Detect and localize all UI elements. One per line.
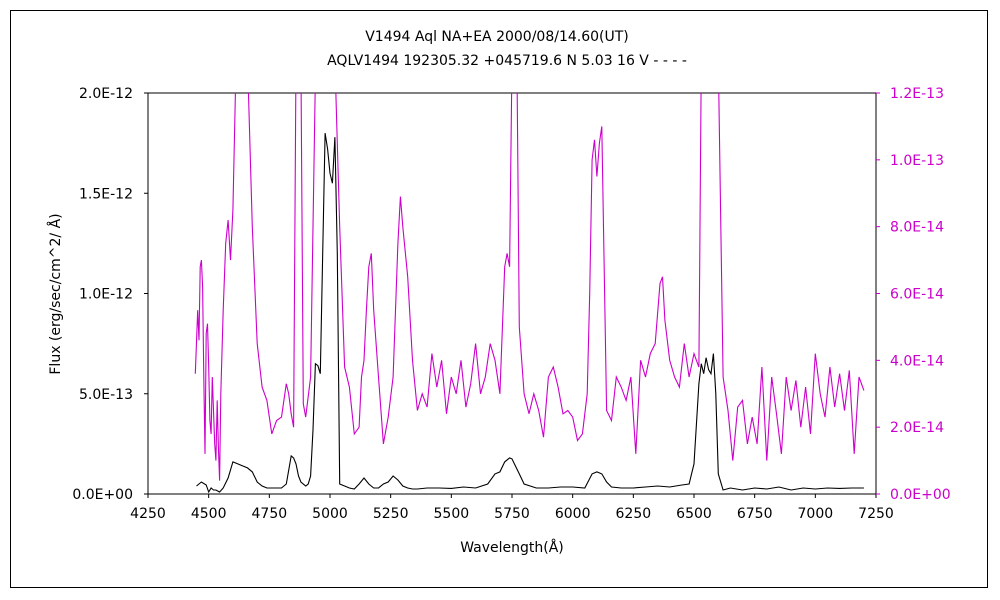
x-axis-ticks: 4250 4500 4750 5000 5250 5500 5750 6000 6250 6500…	[130, 494, 894, 522]
y2-tick-label: 6.0E-14	[890, 287, 944, 303]
y-tick-label: 2.0E-12	[79, 86, 133, 102]
y-tick-label: 5.0E-13	[79, 387, 133, 403]
x-tick-label: 7000	[798, 506, 834, 522]
x-tick-label: 4500	[191, 506, 227, 522]
plot-area	[147, 92, 877, 495]
y2-tick-label: 2.0E-14	[890, 420, 944, 436]
y-tick-label: 0.0E+00	[72, 487, 133, 503]
spectrum-line-right-axis	[194, 93, 865, 481]
x-tick-label: 5750	[494, 506, 530, 522]
spectrum-line-left-axis	[196, 133, 864, 494]
x-tick-label: 4250	[130, 506, 166, 522]
y-tick-label: 1.0E-12	[79, 287, 133, 303]
x-tick-label: 4750	[252, 506, 288, 522]
y2-tick-label: 8.0E-14	[890, 220, 944, 236]
y-axis-label: Flux (erg/sec/cm^2/ Å)	[47, 213, 64, 374]
chart-title: V1494 Aql NA+EA 2000/08/14.60(UT)	[365, 29, 629, 45]
y2-tick-label: 0.0E+00	[890, 487, 951, 503]
series-layer	[194, 93, 865, 494]
chart-frame	[10, 10, 988, 588]
x-tick-label: 5000	[312, 506, 348, 522]
x-tick-label: 5250	[373, 506, 409, 522]
x-tick-label: 6250	[616, 506, 652, 522]
chart-subtitle: AQLV1494 192305.32 +045719.6 N 5.03 16 V…	[327, 53, 687, 69]
x-tick-label: 5500	[434, 506, 470, 522]
x-tick-label: 6500	[676, 506, 712, 522]
y-axis-ticks: 0.0E+00 5.0E-13 1.0E-12 1.5E-12 2.0E-12	[72, 86, 148, 503]
x-tick-label: 6750	[737, 506, 773, 522]
y2-tick-label: 1.0E-13	[890, 153, 944, 169]
x-tick-label: 6000	[555, 506, 591, 522]
y2-tick-label: 4.0E-14	[890, 353, 944, 369]
y-tick-label: 1.5E-12	[79, 186, 133, 202]
y2-axis-ticks: 0.0E+00 2.0E-14 4.0E-14 6.0E-14 8.0E-14 1.0E-…	[876, 86, 951, 503]
x-axis-label: Wavelength(Å)	[460, 539, 564, 556]
y2-tick-label: 1.2E-13	[890, 86, 944, 102]
x-tick-label: 7250	[858, 506, 894, 522]
